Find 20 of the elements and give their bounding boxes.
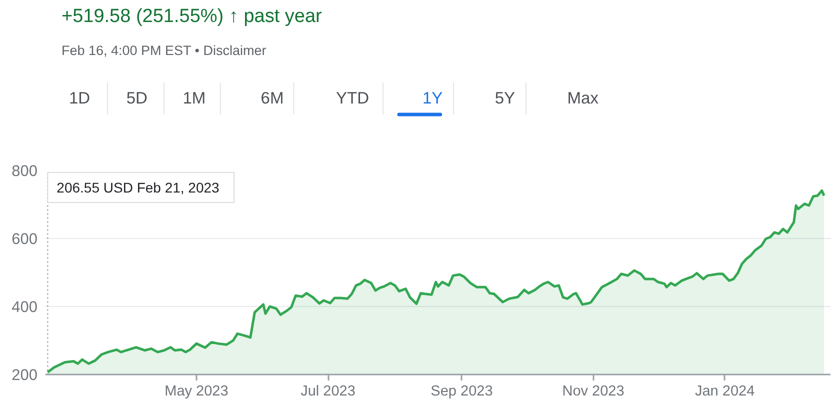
y-tick-label: 800	[12, 163, 38, 180]
x-tick-label: Jan 2024	[694, 384, 755, 400]
x-tick-label: Nov 2023	[562, 384, 624, 400]
chart-title: +519.58 (251.55%) ↑ past year	[61, 6, 323, 27]
x-tick-label: Sep 2023	[430, 384, 493, 400]
text: YTD	[336, 90, 370, 108]
y-tick-label: 200	[12, 367, 38, 384]
ref-line-label: 206.55 USD Feb 21, 2023	[56, 180, 220, 196]
text: 5D	[126, 90, 148, 108]
x-tick-label: May 2023	[164, 384, 228, 400]
text: 6M	[260, 90, 284, 108]
chart-subtitle: Feb 16, 4:00 PM EST • Disclaimer	[61, 43, 267, 58]
text: 1Y	[422, 90, 443, 108]
y-tick-label: 400	[12, 299, 38, 316]
text: 1D	[69, 90, 90, 108]
text: Max	[567, 90, 600, 108]
text: 5Y	[494, 90, 516, 108]
y-tick-label: 600	[12, 231, 38, 248]
text: 1M	[182, 90, 206, 108]
x-tick-label: Jul 2023	[300, 384, 356, 400]
